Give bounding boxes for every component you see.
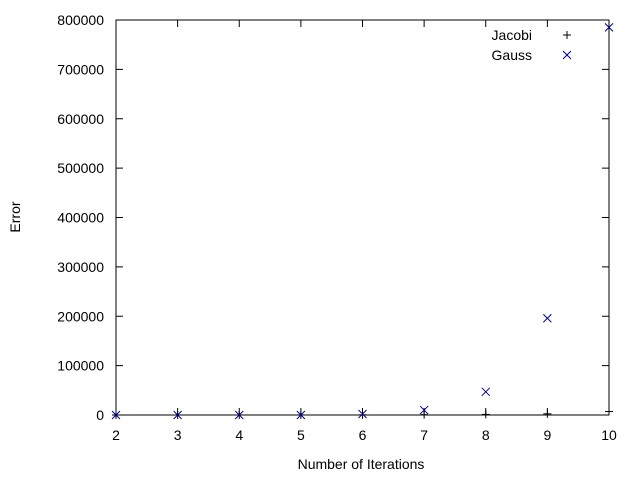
plot-frame (115, 19, 610, 416)
jacobi-point (420, 410, 429, 419)
y-tick-label: 800000 (57, 12, 104, 28)
jacobi-point (543, 409, 552, 418)
x-tick-label: 6 (359, 427, 367, 443)
gauss-point (543, 313, 552, 323)
gauss-point (173, 410, 182, 420)
x-axis-ticks: 2 3 4 5 6 7 8 9 10 (112, 20, 617, 443)
x-axis-label: Number of Iterations (298, 456, 425, 472)
gauss-point (604, 23, 614, 32)
gauss-point (111, 410, 121, 420)
gauss-point (419, 405, 429, 415)
gauss-legend-marker (562, 50, 572, 60)
y-tick-label: 100000 (57, 358, 104, 374)
x-tick-label: 10 (601, 427, 617, 443)
jacobi-point (481, 410, 490, 419)
x-tick-label: 8 (482, 427, 490, 443)
gauss-point (234, 410, 244, 420)
y-tick-label: 500000 (57, 160, 104, 176)
x-tick-label: 3 (174, 427, 182, 443)
x-tick-label: 5 (297, 427, 305, 443)
y-tick-label: 400000 (57, 210, 104, 226)
gauss-point (296, 410, 306, 420)
x-tick-label: 4 (235, 427, 243, 443)
x-tick-label: 7 (420, 427, 428, 443)
gauss-point (358, 409, 367, 419)
y-axis-label: Error (7, 201, 23, 232)
legend-label: Gauss (492, 47, 532, 63)
gauss-point (481, 387, 491, 397)
y-tick-label: 200000 (57, 308, 104, 324)
y-tick-label: 300000 (57, 259, 104, 275)
legend-label: Jacobi (492, 27, 532, 43)
y-tick-label: 600000 (57, 111, 104, 127)
y-tick-label: 0 (96, 407, 104, 423)
data-points (111, 23, 614, 420)
y-tick-label: 700000 (57, 61, 104, 77)
x-tick-label: 9 (543, 427, 551, 443)
jacobi-point (358, 410, 367, 419)
jacobi-legend-marker (563, 31, 571, 39)
legend: Jacobi Gauss (492, 27, 572, 63)
jacobi-point (605, 407, 613, 416)
x-tick-label: 2 (112, 427, 120, 443)
y-axis-ticks: 0 100000 200000 300000 400000 500000 600000 700… (57, 12, 609, 423)
